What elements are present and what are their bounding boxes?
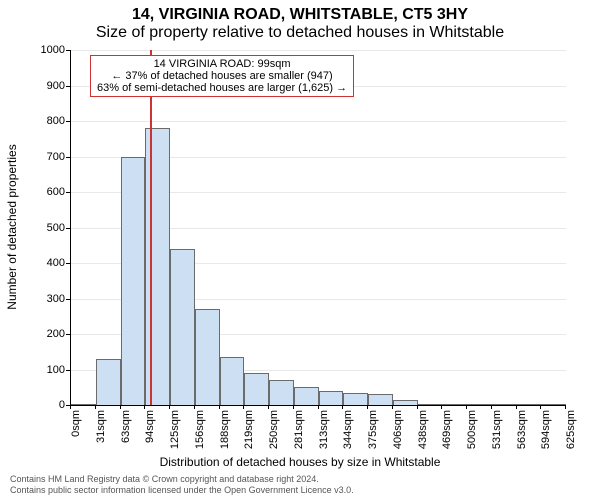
y-tick-label: 100 xyxy=(25,364,65,376)
x-tick-mark xyxy=(70,405,71,409)
histogram-bar xyxy=(319,391,344,405)
x-tick-mark xyxy=(466,405,467,409)
chart-title-main: 14, VIRGINIA ROAD, WHITSTABLE, CT5 3HY xyxy=(0,6,600,24)
x-tick-mark xyxy=(194,405,195,409)
x-tick-label: 500sqm xyxy=(466,410,478,480)
histogram-bar xyxy=(393,400,418,405)
x-tick-label: 188sqm xyxy=(219,410,231,480)
x-tick-label: 250sqm xyxy=(268,410,280,480)
x-tick-label: 219sqm xyxy=(243,410,255,480)
histogram-bar xyxy=(220,357,245,405)
marker-line xyxy=(150,50,152,405)
x-tick-mark xyxy=(318,405,319,409)
histogram-bar xyxy=(71,404,96,405)
y-tick-mark xyxy=(66,86,70,87)
x-tick-mark xyxy=(243,405,244,409)
x-tick-label: 31sqm xyxy=(95,410,107,480)
x-tick-mark xyxy=(95,405,96,409)
histogram-bar xyxy=(492,404,517,405)
y-tick-mark xyxy=(66,334,70,335)
y-tick-label: 300 xyxy=(25,293,65,305)
x-tick-mark xyxy=(441,405,442,409)
y-tick-label: 500 xyxy=(25,222,65,234)
x-tick-mark xyxy=(392,405,393,409)
y-tick-mark xyxy=(66,192,70,193)
x-tick-label: 156sqm xyxy=(194,410,206,480)
x-tick-label: 406sqm xyxy=(392,410,404,480)
histogram-bar xyxy=(244,373,269,405)
histogram-bar xyxy=(442,404,467,405)
plot-area xyxy=(70,50,566,406)
x-tick-label: 281sqm xyxy=(293,410,305,480)
histogram-bar xyxy=(343,393,368,405)
annotation-line: ← 37% of detached houses are smaller (94… xyxy=(97,70,347,82)
x-tick-label: 125sqm xyxy=(169,410,181,480)
x-tick-label: 594sqm xyxy=(540,410,552,480)
y-tick-label: 800 xyxy=(25,115,65,127)
chart-container: 14, VIRGINIA ROAD, WHITSTABLE, CT5 3HY S… xyxy=(0,0,600,500)
histogram-bar xyxy=(418,404,443,405)
x-tick-mark xyxy=(367,405,368,409)
histogram-bar xyxy=(541,404,566,405)
annotation-line: 63% of semi-detached houses are larger (… xyxy=(97,82,347,94)
histogram-bar xyxy=(517,404,542,405)
x-tick-mark xyxy=(219,405,220,409)
x-tick-label: 531sqm xyxy=(491,410,503,480)
y-tick-label: 200 xyxy=(25,328,65,340)
y-axis-label: Number of detached properties xyxy=(5,144,19,309)
y-tick-label: 900 xyxy=(25,80,65,92)
x-tick-label: 0sqm xyxy=(70,410,82,480)
y-tick-mark xyxy=(66,370,70,371)
x-tick-mark xyxy=(342,405,343,409)
x-tick-mark xyxy=(417,405,418,409)
y-tick-label: 600 xyxy=(25,186,65,198)
annotation-line: 14 VIRGINIA ROAD: 99sqm xyxy=(97,58,347,70)
histogram-bar xyxy=(170,249,195,405)
x-tick-mark xyxy=(565,405,566,409)
footer-line2: Contains public sector information licen… xyxy=(10,485,354,496)
x-tick-label: 94sqm xyxy=(144,410,156,480)
x-tick-label: 63sqm xyxy=(120,410,132,480)
y-tick-mark xyxy=(66,263,70,264)
y-tick-mark xyxy=(66,228,70,229)
y-tick-mark xyxy=(66,50,70,51)
x-tick-label: 438sqm xyxy=(417,410,429,480)
chart-title-sub: Size of property relative to detached ho… xyxy=(0,24,600,42)
x-tick-label: 313sqm xyxy=(318,410,330,480)
x-tick-mark xyxy=(169,405,170,409)
x-tick-mark xyxy=(268,405,269,409)
x-tick-mark xyxy=(491,405,492,409)
x-tick-label: 563sqm xyxy=(516,410,528,480)
histogram-bar xyxy=(121,157,146,406)
x-tick-label: 375sqm xyxy=(367,410,379,480)
grid-line xyxy=(71,121,566,122)
y-tick-label: 700 xyxy=(25,151,65,163)
x-tick-mark xyxy=(293,405,294,409)
histogram-bar xyxy=(368,394,393,405)
x-tick-label: 625sqm xyxy=(565,410,577,480)
y-tick-mark xyxy=(66,157,70,158)
y-tick-mark xyxy=(66,299,70,300)
x-tick-mark xyxy=(516,405,517,409)
y-tick-label: 0 xyxy=(25,399,65,411)
histogram-bar xyxy=(467,404,492,405)
x-tick-label: 469sqm xyxy=(441,410,453,480)
histogram-bar xyxy=(269,380,294,405)
y-tick-label: 1000 xyxy=(25,44,65,56)
x-tick-mark xyxy=(144,405,145,409)
grid-line xyxy=(71,50,566,51)
histogram-bar xyxy=(294,387,319,405)
x-tick-label: 344sqm xyxy=(342,410,354,480)
x-tick-mark xyxy=(540,405,541,409)
x-tick-mark xyxy=(120,405,121,409)
y-tick-mark xyxy=(66,121,70,122)
histogram-bar xyxy=(195,309,220,405)
y-tick-label: 400 xyxy=(25,257,65,269)
histogram-bar xyxy=(96,359,121,405)
annotation-box: 14 VIRGINIA ROAD: 99sqm← 37% of detached… xyxy=(90,55,354,97)
